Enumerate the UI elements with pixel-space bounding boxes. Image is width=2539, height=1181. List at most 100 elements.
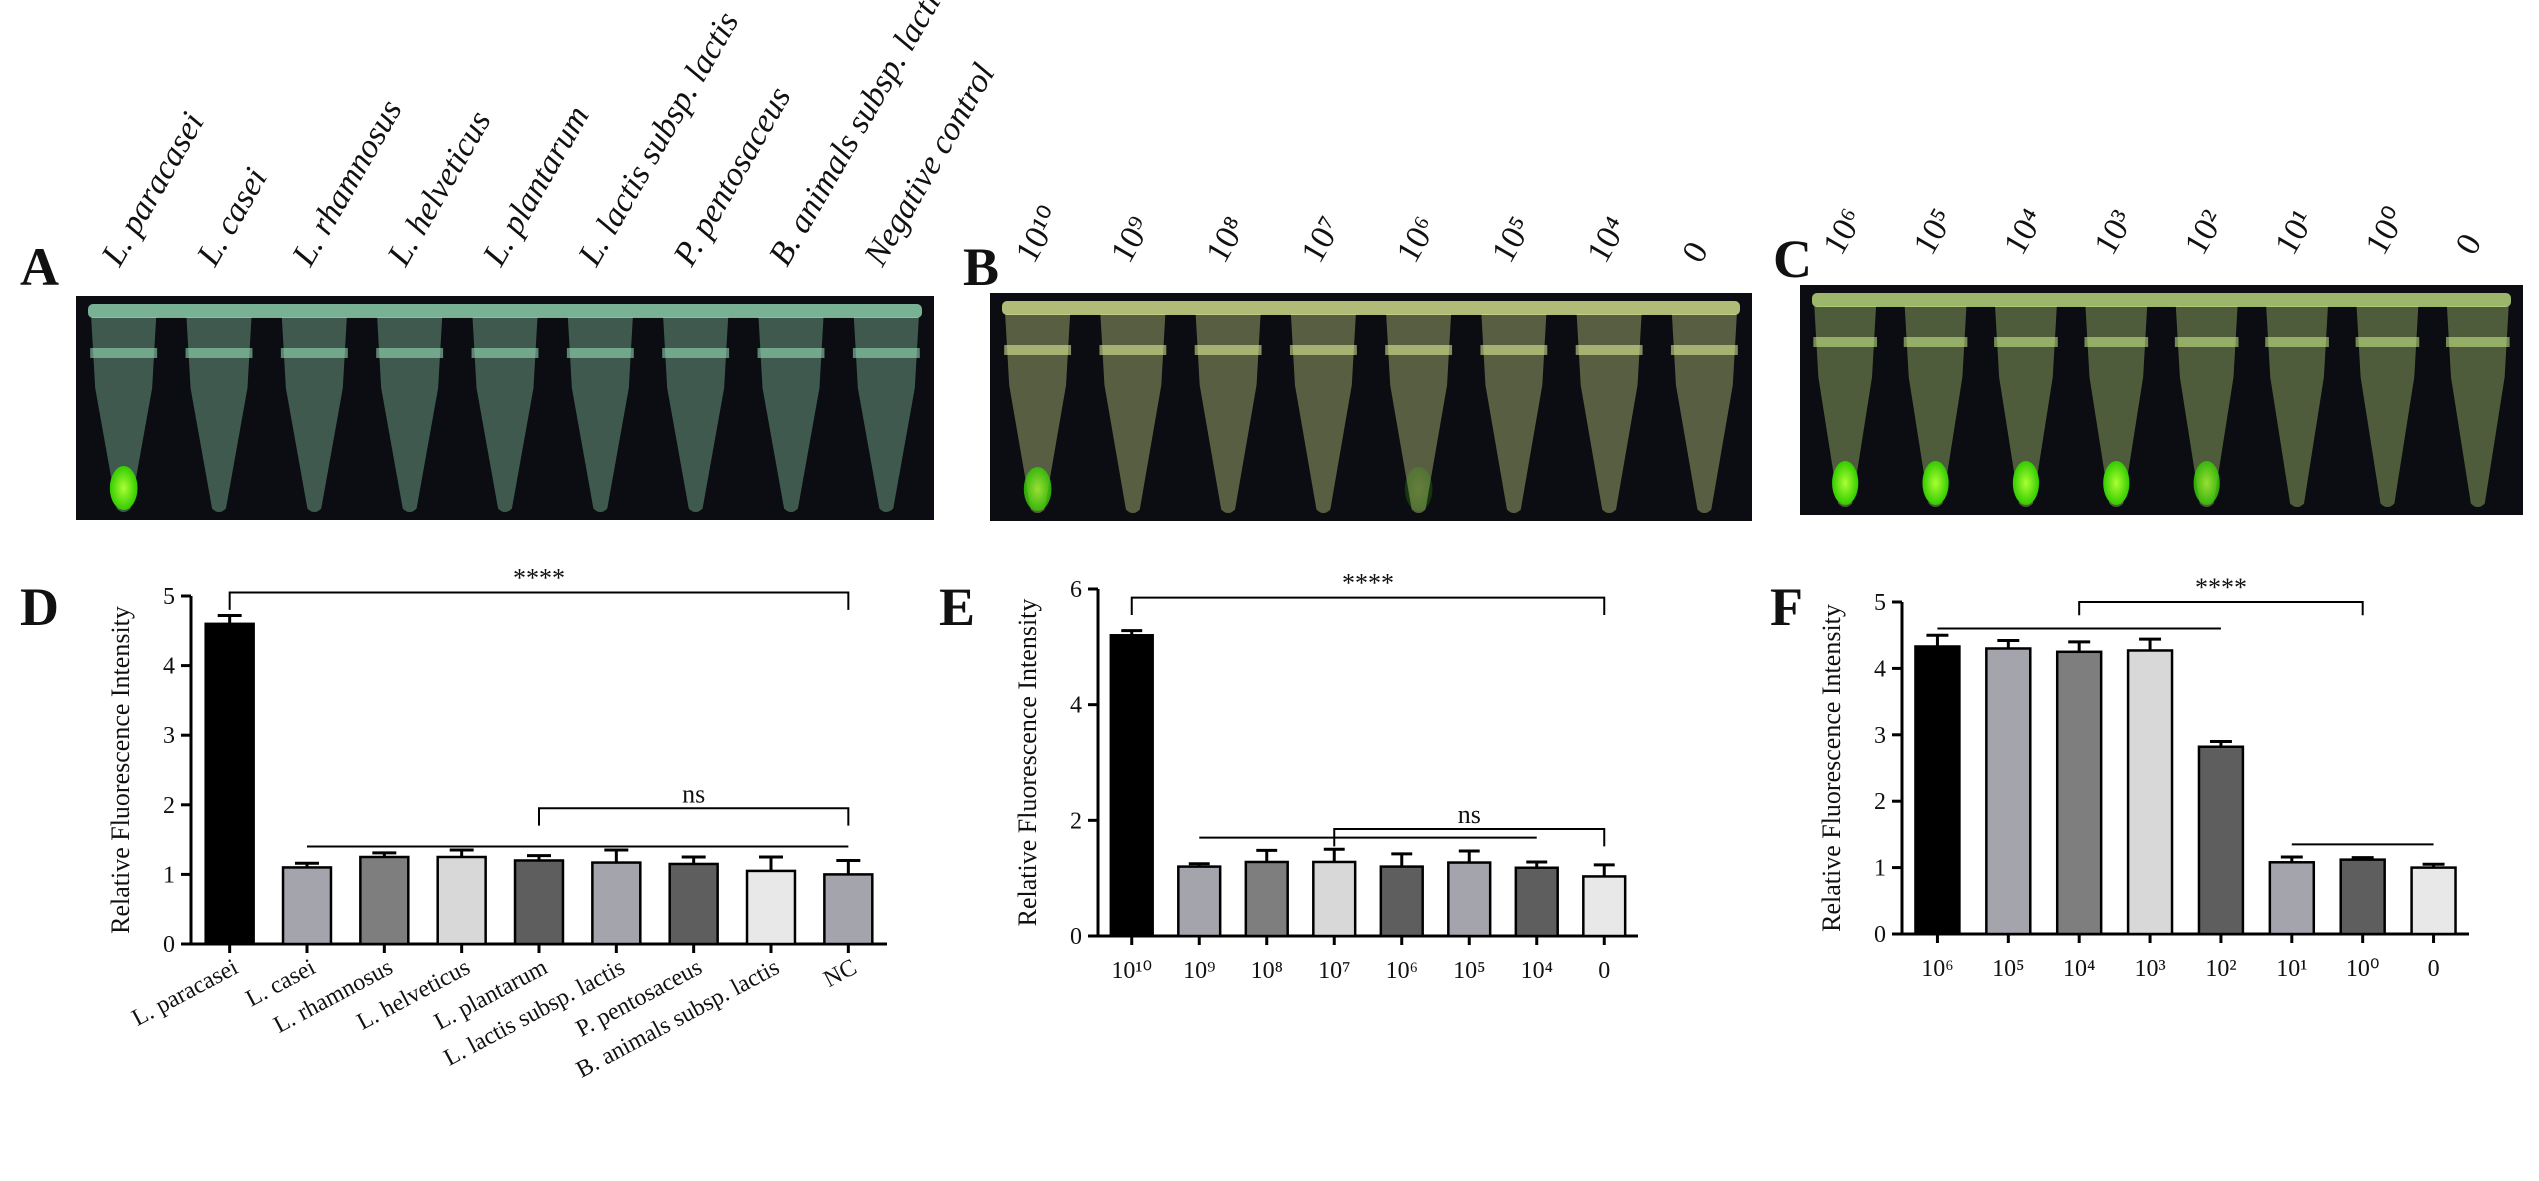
bar — [1514, 866, 1559, 938]
bar — [2055, 650, 2103, 936]
tube-ring — [2355, 337, 2420, 347]
tube — [1814, 306, 1877, 507]
y-axis-label: Relative Fluorescence Intensity — [106, 606, 135, 934]
lane-label: 10³ — [2087, 204, 2141, 261]
tube-ring — [2174, 337, 2239, 347]
y-tick-label: 3 — [1874, 723, 1886, 749]
bar — [1985, 647, 2032, 936]
tube-ring — [90, 348, 158, 358]
tube — [1290, 314, 1356, 513]
significance-label: ns — [1458, 800, 1481, 829]
tube-ring — [376, 348, 444, 358]
tube-strip — [88, 304, 922, 318]
panel-label: B — [963, 237, 999, 297]
lane-label: 10⁹ — [1104, 211, 1159, 269]
tube — [472, 317, 538, 512]
panel-label: E — [939, 577, 975, 637]
tube-ring — [1575, 345, 1643, 355]
bar — [1447, 861, 1492, 938]
lane-label: 10⁸ — [1199, 211, 1254, 269]
x-tick-label: 10⁶ — [1921, 956, 1953, 982]
tube-ring — [1903, 337, 1968, 347]
lane-label: 10⁷ — [1294, 211, 1349, 269]
y-tick-label: 6 — [1070, 577, 1082, 603]
x-tick-label: 10⁵ — [1453, 958, 1485, 984]
bar — [204, 622, 255, 946]
tube — [186, 317, 252, 512]
panel-label: C — [1773, 229, 1812, 289]
bar — [1312, 860, 1357, 938]
tube-ring — [1099, 345, 1167, 355]
lane-label: 10⁵ — [1485, 211, 1540, 269]
lane-label: 10⁵ — [1906, 203, 1961, 261]
x-tick-label: 10⁴ — [2063, 956, 2095, 982]
fluorescence — [1832, 461, 1859, 505]
significance-bracket — [2078, 601, 2364, 616]
x-tick-label: 10² — [2205, 956, 2236, 982]
lane-label: 10¹ — [2268, 204, 2322, 261]
photo-background — [1800, 285, 2523, 515]
tube — [567, 317, 633, 512]
bar — [1914, 645, 1961, 936]
bar — [2410, 866, 2457, 936]
tube-ring — [1004, 345, 1072, 355]
tube — [1995, 306, 2057, 507]
y-tick-label: 4 — [163, 654, 175, 680]
y-tick-label: 1 — [1874, 856, 1886, 882]
x-tick-label: 10⁹ — [1183, 958, 1215, 984]
tube — [853, 317, 919, 512]
tube — [2356, 306, 2419, 507]
tube-ring — [2084, 337, 2149, 347]
x-tick-label: 10⁷ — [1318, 958, 1350, 984]
tube — [377, 317, 443, 512]
y-tick-label: 0 — [1874, 922, 1886, 948]
bar — [1109, 634, 1154, 938]
tube-ring — [2265, 337, 2329, 347]
fluorescence — [2012, 461, 2040, 505]
tube-ring — [1194, 345, 1262, 355]
significance-label: ns — [682, 779, 705, 808]
lane-label: 10⁶ — [1816, 203, 1871, 261]
panel-label: D — [20, 577, 59, 637]
bar — [359, 855, 410, 946]
photo-background — [76, 296, 934, 520]
tube-ring — [1994, 337, 2058, 347]
x-tick-label: 0 — [1598, 958, 1610, 984]
bar — [1244, 860, 1289, 938]
fluorescence — [2193, 461, 2220, 505]
x-tick-label: NC — [820, 954, 862, 993]
tube-ring — [566, 348, 634, 358]
tube-strip — [1812, 293, 2511, 307]
lane-label: 10⁴ — [1580, 211, 1635, 269]
tube-ring — [852, 348, 920, 358]
lane-label: 0 — [1675, 236, 1716, 269]
tube-ring — [2445, 337, 2510, 347]
photo-background — [990, 293, 1752, 521]
tube-ring — [757, 348, 825, 358]
y-axis-label: Relative Fluorescence Intensity — [1013, 599, 1042, 927]
y-tick-label: 2 — [163, 793, 175, 819]
fluorescence — [2103, 461, 2130, 505]
tube — [1005, 314, 1071, 513]
tube — [1576, 314, 1642, 513]
significance-label: **** — [513, 564, 565, 593]
lane-label: 10⁴ — [1997, 203, 2052, 261]
panel-label: F — [1770, 577, 1803, 637]
y-tick-label: 4 — [1070, 693, 1082, 719]
tube — [663, 317, 729, 512]
bar — [2126, 649, 2174, 936]
bar — [745, 869, 797, 946]
tube — [91, 317, 157, 512]
y-tick-label: 1 — [163, 862, 175, 888]
tube-ring — [1813, 337, 1878, 347]
lane-label: L. casei — [189, 162, 274, 273]
bar — [2268, 861, 2316, 936]
tube — [2446, 306, 2509, 507]
tube — [1195, 314, 1261, 513]
x-tick-label: 10¹⁰ — [1111, 958, 1152, 984]
tube — [281, 317, 347, 512]
tube-ring — [471, 348, 539, 358]
tube-ring — [1670, 345, 1738, 355]
tube — [2175, 306, 2238, 507]
